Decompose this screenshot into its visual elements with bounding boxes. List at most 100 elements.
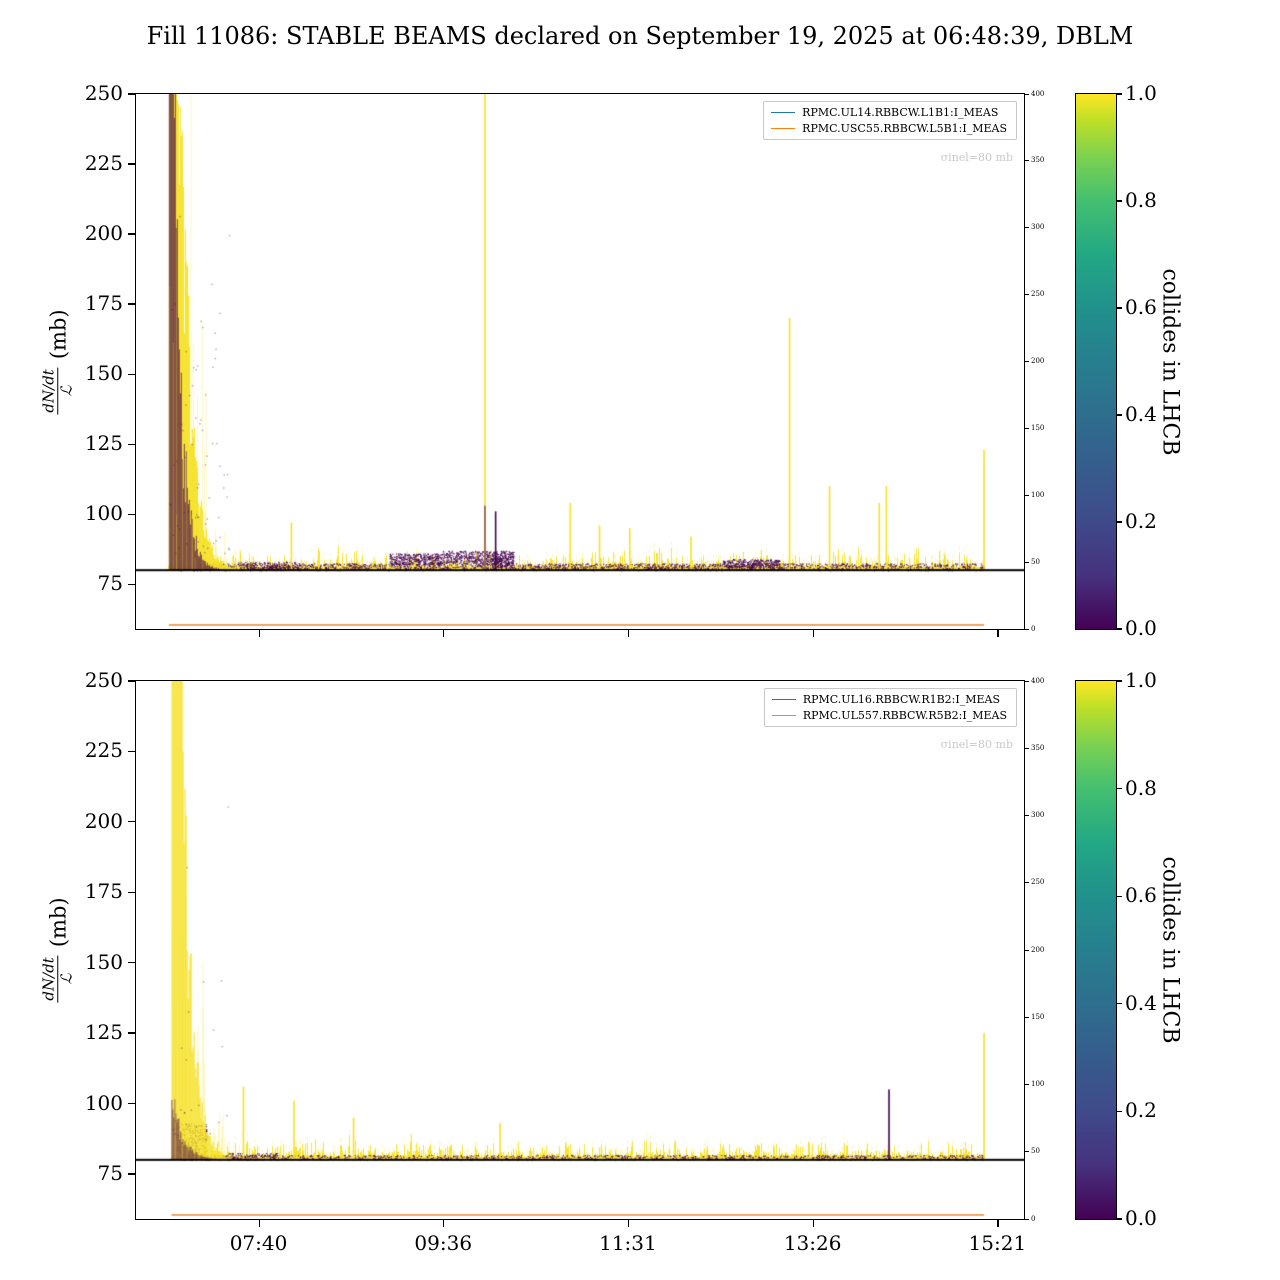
figure-title: Fill 11086: STABLE BEAMS declared on Sep… — [146, 22, 1134, 50]
right-tick-label: 300 — [1031, 223, 1045, 232]
legend: RPMC.UL16.RBBCW.R1B2:I_MEAS RPMC.UL557.RB… — [763, 688, 1017, 727]
y-tick-label: 125 — [84, 431, 123, 456]
x-tick-mark — [258, 630, 260, 637]
right-tick-label: 100 — [1031, 490, 1045, 499]
legend-label: RPMC.USC55.RBBCW.L5B1:I_MEAS — [802, 122, 1007, 135]
right-tick-mark — [1025, 680, 1029, 682]
colorbar-tick-mark — [1117, 414, 1122, 416]
right-tick-mark — [1025, 361, 1029, 362]
right-tick-mark — [1025, 747, 1029, 749]
y-tick-mark — [128, 1173, 135, 1175]
y-tick-label: 175 — [84, 879, 123, 904]
y-tick-mark — [128, 1102, 135, 1105]
colorbar-label-top: collides in LHCB — [1157, 268, 1183, 456]
colorbar-tick-mark — [1117, 628, 1122, 630]
x-tick-mark — [443, 630, 445, 637]
y-tick-mark — [128, 583, 135, 585]
x-tick-mark — [997, 1220, 999, 1227]
y-tick-mark — [128, 443, 135, 445]
x-tick-mark — [812, 630, 814, 637]
y-axis-label-top: dN/dt ℒ (mb) — [39, 309, 76, 415]
colorbar-tick-mark — [1117, 1110, 1122, 1112]
y-tick-mark — [128, 373, 135, 375]
y-tick-label: 75 — [97, 1160, 123, 1185]
y-tick-label: 150 — [84, 949, 123, 974]
y-tick-label: 200 — [84, 808, 123, 833]
plot-area-beam1 — [135, 93, 1025, 630]
right-tick-label: 400 — [1031, 89, 1045, 98]
colorbar-tick-label: 0.4 — [1125, 402, 1157, 426]
ylabel-unit: (mb) — [46, 309, 70, 360]
right-tick-label: 350 — [1031, 156, 1045, 165]
colorbar-tick-label: 0.8 — [1125, 775, 1157, 800]
y-tick-label: 175 — [84, 291, 123, 316]
legend-entry: RPMC.USC55.RBBCW.L5B1:I_MEAS — [771, 122, 1007, 135]
ylabel-denominator: ℒ — [57, 385, 76, 397]
colorbar-tick-label: 0.2 — [1125, 1098, 1157, 1123]
x-tick-label: 15:21 — [968, 1231, 1027, 1255]
y-tick-mark — [128, 93, 135, 95]
right-tick-mark — [1025, 93, 1029, 95]
colorbar-tick-label: 0.8 — [1125, 188, 1157, 212]
colorbar-tick-mark — [1117, 521, 1122, 523]
colorbar-tick-label: 0.4 — [1125, 990, 1157, 1015]
right-tick-label: 150 — [1031, 1012, 1045, 1021]
legend-label: RPMC.UL16.RBBCW.R1B2:I_MEAS — [802, 693, 1001, 706]
colorbar-tick-mark — [1117, 93, 1122, 95]
y-tick-label: 150 — [84, 361, 123, 386]
colorbar-tick-mark — [1117, 307, 1122, 309]
right-tick-mark — [1025, 1151, 1029, 1153]
y-tick-mark — [128, 1032, 135, 1034]
right-tick-mark — [1025, 815, 1029, 816]
x-tick-mark — [627, 630, 630, 637]
y-tick-mark — [128, 303, 135, 305]
beam1-data-canvas — [136, 94, 1024, 629]
y-tick-label: 125 — [84, 1020, 123, 1045]
colorbar-tick-mark — [1117, 680, 1122, 682]
right-tick-label: 250 — [1031, 878, 1045, 887]
x-tick-mark — [258, 1220, 260, 1227]
colorbar-tick-label: 0.6 — [1125, 883, 1157, 908]
colorbar-tick-label: 0.0 — [1125, 616, 1157, 640]
right-tick-label: 250 — [1031, 290, 1045, 299]
right-tick-mark — [1025, 561, 1029, 563]
colorbar-tick-label: 1.0 — [1125, 81, 1157, 105]
legend-entry: RPMC.UL14.RBBCW.L1B1:I_MEAS — [771, 106, 1007, 119]
right-tick-mark — [1025, 628, 1029, 630]
legend-entry: RPMC.UL16.RBBCW.R1B2:I_MEAS — [771, 693, 1007, 706]
plot-area-beam2 — [135, 680, 1025, 1220]
y-tick-mark — [128, 750, 135, 752]
y-tick-label: 100 — [84, 501, 123, 526]
right-tick-mark — [1025, 1218, 1029, 1220]
colorbar-tick-mark — [1117, 895, 1122, 897]
ylabel-fraction: dN/dt ℒ — [39, 955, 76, 1003]
y-tick-label: 200 — [84, 221, 123, 246]
x-tick-mark — [997, 630, 999, 637]
y-tick-label: 225 — [84, 738, 123, 763]
legend-line-sample — [771, 128, 796, 129]
x-tick-mark — [627, 1220, 630, 1227]
colorbar-top — [1075, 93, 1117, 630]
right-tick-label: 200 — [1031, 357, 1045, 365]
y-tick-mark — [128, 821, 135, 823]
sigma-annotation: σinel=80 mb — [940, 151, 1013, 164]
right-tick-label: 350 — [1031, 743, 1045, 752]
ylabel-numerator: dN/dt — [39, 367, 59, 415]
y-tick-mark — [128, 163, 135, 165]
y-axis-label-bottom: dN/dt ℒ (mb) — [39, 897, 76, 1003]
right-tick-mark — [1025, 882, 1029, 884]
y-tick-label: 250 — [84, 668, 123, 692]
legend-label: RPMC.UL557.RBBCW.R5B2:I_MEAS — [802, 709, 1007, 722]
y-tick-mark — [128, 680, 135, 682]
y-tick-label: 250 — [84, 81, 123, 105]
y-tick-mark — [128, 233, 135, 235]
right-tick-label: 400 — [1031, 676, 1045, 685]
y-tick-mark — [128, 962, 135, 964]
right-tick-mark — [1025, 294, 1029, 296]
x-tick-label: 13:26 — [783, 1231, 842, 1255]
y-tick-mark — [128, 891, 135, 893]
ylabel-numerator: dN/dt — [39, 955, 59, 1003]
legend-line-sample — [771, 715, 796, 716]
colorbar-tick-label: 0.2 — [1125, 509, 1157, 533]
beam2-data-canvas — [136, 681, 1024, 1219]
